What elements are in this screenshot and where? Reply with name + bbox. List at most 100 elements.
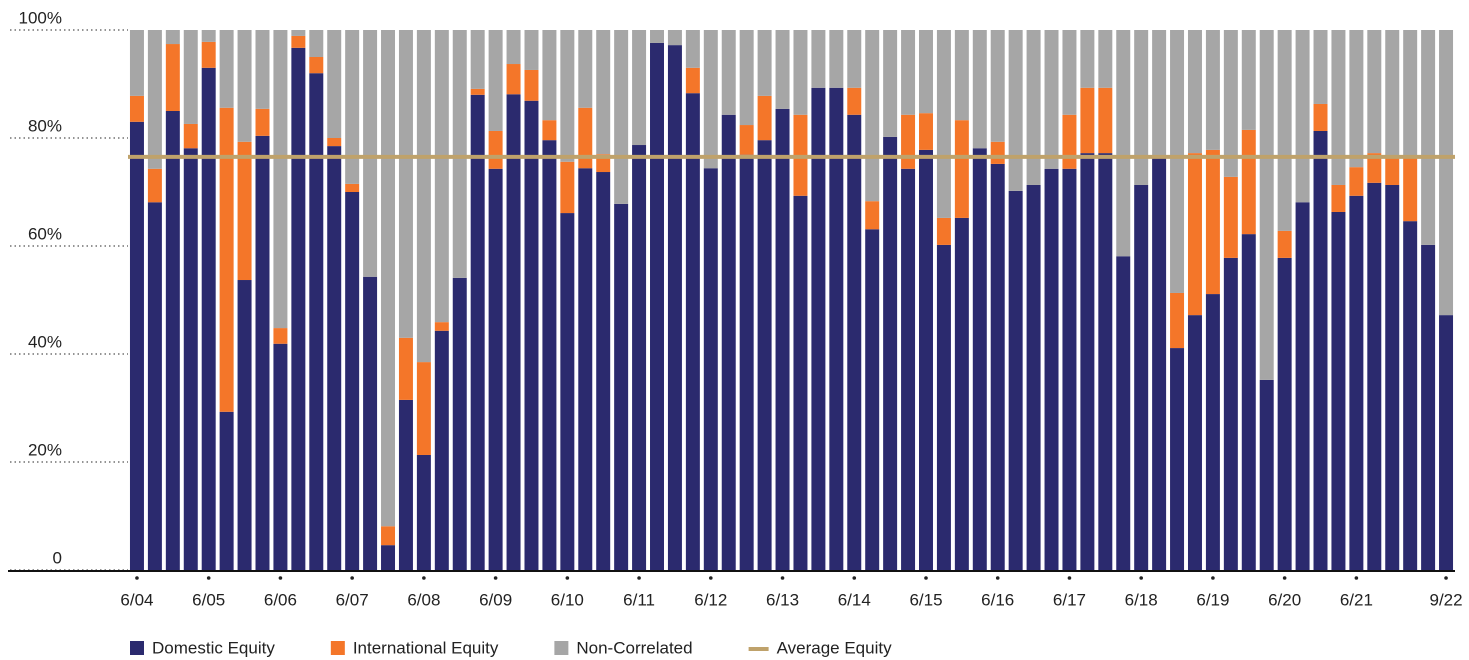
bar-segment [273,30,288,329]
bar-segment [129,121,144,571]
bar-segment [721,30,736,115]
bar-segment [327,30,342,138]
bar-segment [1295,202,1310,570]
bar-segment [542,30,557,121]
bar-segment [1313,130,1328,571]
bar-segment [1187,153,1202,316]
legend-label: Average Equity [777,638,892,657]
bar-segment [165,30,180,45]
x-tick-label: 6/04 [120,590,153,609]
bar-segment [578,107,593,169]
bar-segment [703,30,718,169]
bar-segment [1385,30,1400,158]
bar-segment [1349,167,1364,196]
bar-segment [488,130,503,169]
bar-segment [434,330,449,570]
bar-segment [918,30,933,114]
bar-segment [578,168,593,571]
bar-segment [901,168,916,570]
bar-segment [1044,168,1059,570]
bar-segment [1080,153,1095,570]
bar-segment [1152,157,1167,571]
bar-segment [1134,184,1149,571]
bar-segment [614,30,629,204]
bar-segment [1170,292,1185,349]
bar-segment [972,30,987,149]
x-tick-dot [1211,576,1215,580]
bar-segment [990,163,1005,571]
bar-segment [793,30,808,115]
bar-segment [1241,129,1256,235]
bar-segment [416,30,431,363]
legend-swatch [330,641,345,655]
bar-segment [434,30,449,323]
bar-segment [1295,30,1310,203]
bar-segment [560,161,575,214]
bar-segment [1098,87,1113,154]
bar-segment [219,30,234,108]
bar-segment [327,146,342,570]
bar-segment [147,30,162,169]
bar-segment [954,30,969,121]
bar-segment [1349,195,1364,570]
x-tick-dot [1067,576,1072,580]
y-tick-label: 40% [28,332,62,351]
bar-segment [1044,30,1059,169]
bar-segment [273,328,288,344]
bar-segment [901,114,916,169]
bar-segment [667,45,682,571]
bar-segment [1421,30,1436,245]
bar-segment [1367,153,1382,183]
x-tick-label: 6/18 [1125,590,1158,609]
bar-segment [918,113,933,150]
x-tick-label: 6/10 [551,590,584,609]
bar-segment [291,30,306,36]
bar-segment [1098,153,1113,570]
bar-segment [1385,157,1400,185]
x-tick-label: 6/08 [407,590,440,609]
bar-segment [291,35,306,48]
legend-swatch [130,641,144,655]
bar-segment [1170,30,1185,293]
bar-segment [416,454,431,570]
bar-segment [183,148,198,570]
bar-segment [1367,182,1382,570]
bar-segment [721,114,736,570]
bar-segment [470,30,485,89]
x-tick-dot [565,576,570,580]
x-tick-dot [278,576,283,580]
bar-segment [1277,257,1292,570]
bar-segment [829,30,844,88]
bar-segment [398,399,413,570]
bar-segment [936,244,951,571]
bar-segment [183,123,198,149]
bar-segment [1062,30,1077,115]
bar-segment [345,30,360,184]
x-tick-label: 6/14 [838,590,871,609]
bar-segment [1403,30,1418,158]
bar-segment [865,201,880,230]
bar-segment [1026,184,1041,571]
x-tick-dot [709,576,713,580]
x-tick-label: 9/22 [1429,590,1462,609]
bar-segment [1403,221,1418,570]
bar-segment [237,30,252,142]
bar-segment [327,138,342,147]
bar-segment [865,229,880,570]
x-tick-label: 6/11 [623,590,655,609]
bar-segment [1241,30,1256,130]
bar-segment [1421,244,1436,571]
bar-segment [954,217,969,571]
x-tick-dot [1444,576,1448,580]
bar-segment [129,95,144,122]
bar-segment [560,213,575,570]
bar-segment [1223,30,1238,177]
bar-segment [381,545,396,570]
bar-segment [739,125,754,155]
bar-segment [775,108,790,570]
bar-segment [1223,257,1238,570]
y-tick-label: 0 [53,548,62,567]
y-tick-label: 100% [19,8,62,27]
x-tick-label: 6/16 [981,590,1014,609]
bar-segment [237,141,252,281]
